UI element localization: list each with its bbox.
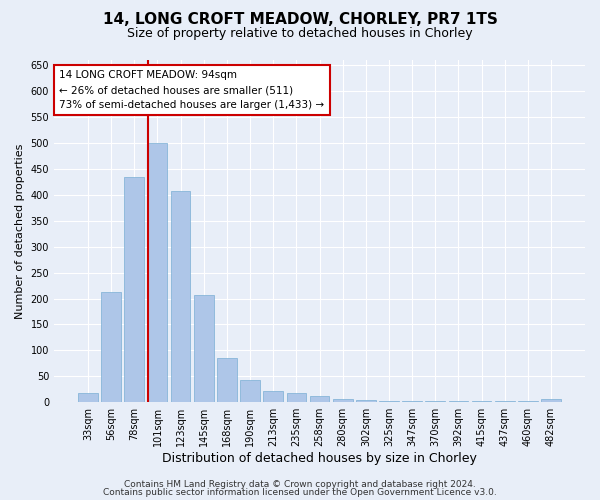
Bar (425, 400, 445, 402)
Bar (402, 400, 422, 402)
Y-axis label: Number of detached properties: Number of detached properties (15, 144, 25, 319)
Text: Contains HM Land Registry data © Crown copyright and database right 2024.: Contains HM Land Registry data © Crown c… (124, 480, 476, 489)
Bar (101, 292, 121, 402)
Bar (287, 394, 306, 402)
X-axis label: Distribution of detached houses by size in Chorley: Distribution of detached houses by size … (162, 452, 477, 465)
Bar (217, 358, 237, 402)
Bar (541, 398, 561, 402)
Bar (356, 400, 376, 402)
Bar (310, 396, 329, 402)
Text: Contains public sector information licensed under the Open Government Licence v3: Contains public sector information licen… (103, 488, 497, 497)
Bar (148, 143, 167, 402)
Bar (78, 394, 98, 402)
Text: Size of property relative to detached houses in Chorley: Size of property relative to detached ho… (127, 28, 473, 40)
Bar (124, 176, 144, 402)
Bar (518, 400, 538, 402)
Bar (495, 400, 515, 402)
Bar (449, 400, 468, 402)
Bar (263, 391, 283, 402)
Bar (379, 400, 399, 402)
Text: 14, LONG CROFT MEADOW, CHORLEY, PR7 1TS: 14, LONG CROFT MEADOW, CHORLEY, PR7 1TS (103, 12, 497, 28)
Text: 14 LONG CROFT MEADOW: 94sqm
← 26% of detached houses are smaller (511)
73% of se: 14 LONG CROFT MEADOW: 94sqm ← 26% of det… (59, 70, 325, 110)
Bar (171, 191, 190, 402)
Bar (240, 380, 260, 402)
Bar (472, 400, 491, 402)
Bar (194, 296, 214, 402)
Bar (333, 398, 353, 402)
